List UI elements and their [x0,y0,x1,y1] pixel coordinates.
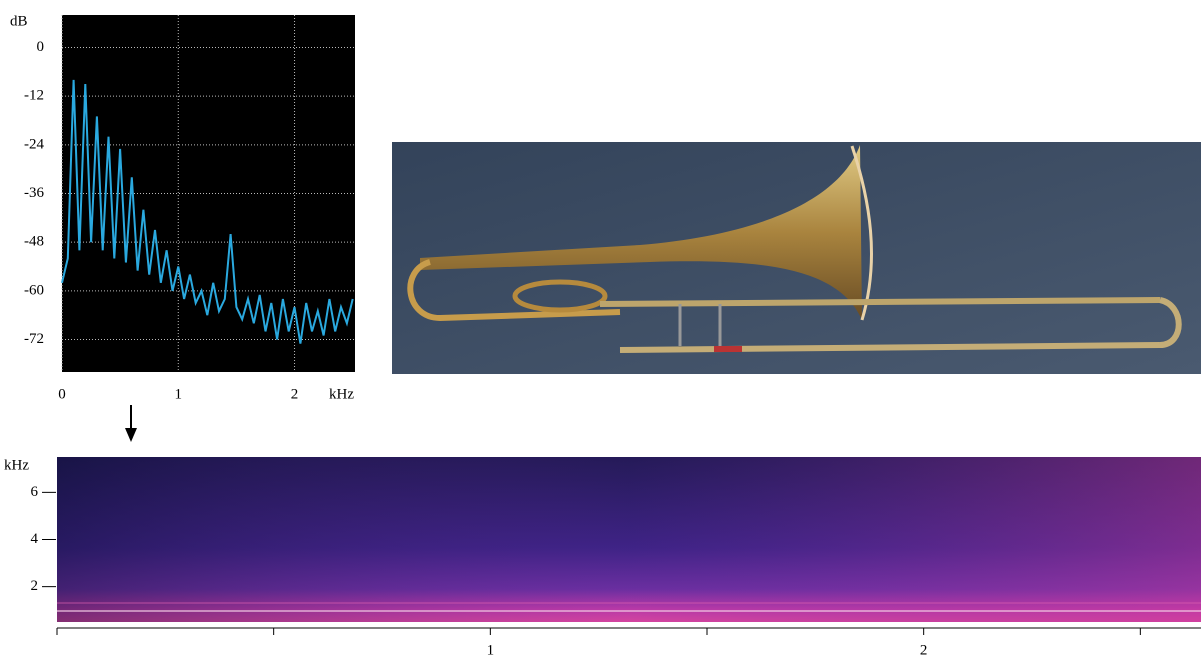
y-tick-label: 4 [31,531,39,547]
y-tick-label: 0 [37,39,45,55]
y-tick-label: 2 [31,578,39,594]
spectrogram-image [57,457,1201,622]
x-tick-label: 0 [58,386,66,402]
y-axis-label: dB [10,13,28,29]
y-tick-label: 6 [31,484,39,500]
y-tick-label: -12 [24,88,44,104]
figure: dB 0 -12 -24 -36 -48 -60 -72 0 1 2 kHz kHz 2 4 6 1 2 [0,0,1201,662]
x-tick-label: 1 [487,642,495,658]
y-tick-label: -24 [24,136,44,152]
y-tick-label: -36 [24,185,44,201]
x-tick-label: 1 [175,386,183,402]
trombone-photo [392,142,1201,374]
x-tick-label: 2 [920,642,928,658]
y-axis-label: kHz [4,457,29,473]
y-tick-label: -48 [24,234,44,250]
x-axis-label: kHz [329,386,354,402]
y-tick-label: -60 [24,282,44,298]
y-tick-label: -72 [24,331,44,347]
arrow [125,405,137,442]
x-tick-label: 2 [291,386,299,402]
